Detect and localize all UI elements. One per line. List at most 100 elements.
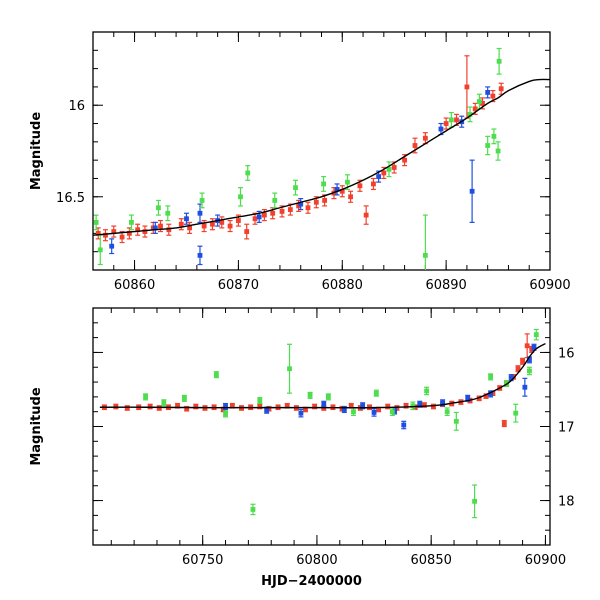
data-point-red: [381, 170, 387, 176]
data-point-green: [472, 498, 477, 504]
data-point-red: [175, 403, 180, 409]
data-point-red: [201, 223, 207, 229]
data-point-red: [252, 216, 258, 222]
data-point-red: [227, 223, 233, 229]
data-point-red: [193, 404, 199, 409]
data-point-green: [410, 403, 416, 409]
data-point-green: [223, 411, 228, 417]
data-point-blue: [440, 400, 446, 406]
x-tick-label: 60870: [218, 278, 259, 293]
data-point-red: [126, 230, 132, 236]
data-point-red: [483, 393, 489, 399]
x-tick-label: 60850: [411, 553, 452, 568]
data-point-red: [498, 86, 504, 92]
x-tick-label: 60800: [296, 553, 337, 568]
top-panel: 60860 60870 60880 60890 60900 16 16.5 Magnitude: [29, 31, 571, 293]
data-point-red: [476, 395, 482, 401]
data-point-blue: [264, 407, 270, 413]
data-point-green: [424, 388, 430, 394]
data-point-blue: [197, 210, 203, 216]
x-tick-label: 60900: [529, 278, 570, 293]
data-point-green: [453, 418, 459, 424]
data-point-red: [339, 188, 345, 194]
y-axis-label: Magnitude: [29, 387, 44, 466]
data-point-blue: [438, 126, 444, 132]
x-tick-label: 60900: [525, 553, 566, 568]
data-point-green: [293, 185, 298, 191]
data-point-red: [305, 205, 311, 211]
data-point-green: [257, 398, 263, 403]
data-point-blue: [488, 391, 493, 397]
data-point-green: [488, 374, 493, 380]
data-point-green: [444, 409, 450, 415]
bottom-panel: 60750 60800 60850 60900 16 17 18 Magnitude HJD−2…: [29, 307, 575, 589]
data-point-green: [161, 400, 167, 406]
data-point-blue: [223, 404, 228, 409]
data-point-blue: [298, 201, 304, 207]
data-point-green: [156, 205, 161, 211]
data-point-green: [238, 194, 243, 200]
data-point-red: [187, 225, 192, 231]
data-point-red: [385, 404, 391, 409]
data-point-green: [307, 392, 313, 398]
data-point-red: [270, 210, 276, 216]
data-point-green: [389, 409, 395, 415]
data-point-green: [272, 198, 278, 203]
y-tick-label: 16: [68, 99, 85, 114]
data-point-blue: [184, 216, 189, 222]
data-point-red: [348, 403, 354, 409]
data-point-blue: [376, 174, 382, 180]
data-point-green: [373, 390, 379, 396]
data-point-red: [472, 106, 478, 112]
data-point-green: [165, 210, 171, 216]
data-point-red: [119, 234, 125, 240]
data-point-red: [257, 404, 263, 409]
data-point-red: [376, 407, 382, 412]
data-point-red: [431, 404, 436, 409]
data-point-green: [527, 368, 532, 374]
data-point-red: [322, 198, 328, 203]
x-axis-label: HJD−2400000: [261, 574, 362, 589]
data-point-red: [421, 402, 427, 408]
data-point-blue: [522, 384, 528, 390]
data-point-red: [287, 207, 293, 212]
bottom-plot-frame: [92, 307, 551, 546]
data-point-blue: [531, 344, 537, 350]
data-point-green: [182, 395, 187, 401]
data-point-green: [325, 394, 331, 400]
data-point-green: [97, 247, 103, 253]
data-point-red: [158, 223, 163, 229]
data-point-blue: [465, 395, 471, 401]
data-point-blue: [417, 401, 423, 407]
data-point-red: [403, 403, 409, 409]
data-point-green: [422, 252, 428, 258]
data-point-blue: [401, 422, 407, 428]
x-tick-label: 60750: [182, 553, 223, 568]
x-tick-label: 60860: [114, 278, 155, 293]
data-point-red: [147, 404, 153, 409]
data-point-blue: [109, 243, 115, 249]
data-point-green: [199, 198, 205, 203]
data-point-blue: [527, 357, 532, 363]
data-point-blue: [341, 407, 347, 412]
data-point-green: [93, 220, 99, 225]
data-point-green: [448, 117, 454, 123]
data-point-red: [391, 165, 397, 170]
data-point-red: [166, 227, 172, 233]
top-plot-frame: [92, 31, 551, 271]
data-point-red: [501, 421, 507, 426]
data-point-red: [454, 117, 459, 123]
data-point-blue: [508, 375, 514, 381]
data-point-blue: [469, 188, 475, 194]
data-point-blue: [334, 187, 340, 192]
model-curve: [99, 342, 546, 409]
data-point-green: [129, 220, 134, 225]
data-point-red: [312, 404, 318, 409]
data-point-green: [476, 99, 482, 104]
y-tick-label: 16: [558, 346, 575, 361]
data-point-blue: [197, 252, 203, 258]
data-point-green: [287, 366, 292, 372]
data-point-red: [464, 84, 470, 90]
data-point-green: [386, 166, 392, 172]
